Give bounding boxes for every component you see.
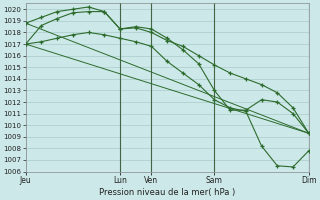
X-axis label: Pression niveau de la mer( hPa ): Pression niveau de la mer( hPa ) <box>99 188 235 197</box>
